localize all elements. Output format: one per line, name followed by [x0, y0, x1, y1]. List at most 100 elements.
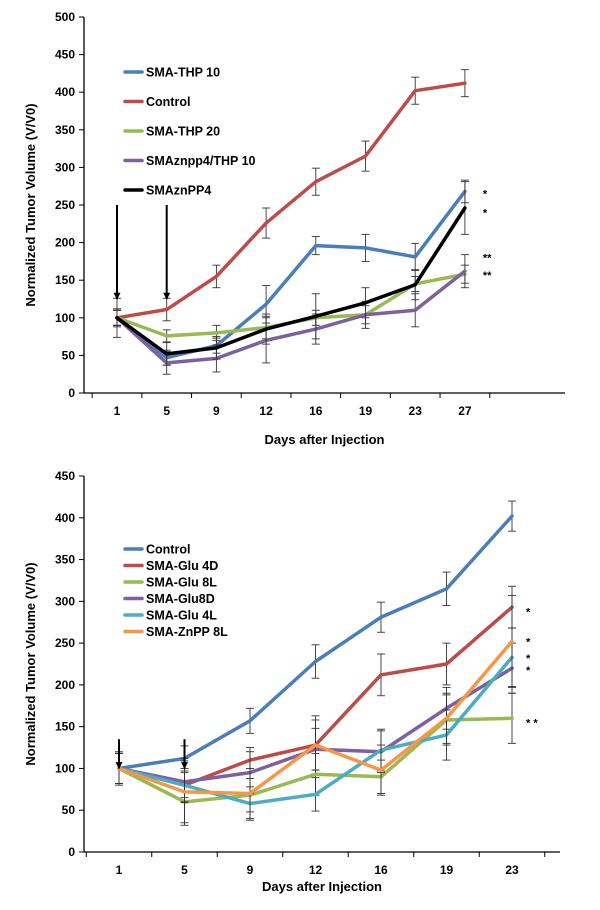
x-tick-label: 1	[116, 863, 123, 877]
y-tick-label: 200	[55, 236, 75, 250]
legend-label: SMAznpp4/THP 10	[146, 154, 256, 168]
y-tick-label: 200	[55, 678, 75, 692]
data-point	[314, 314, 318, 318]
x-tick-label: 23	[505, 863, 519, 877]
data-point	[379, 615, 383, 619]
data-point	[379, 768, 383, 772]
data-point	[413, 255, 417, 259]
series-line	[115, 269, 467, 365]
data-point	[510, 514, 514, 518]
data-point	[264, 327, 268, 331]
x-tick-label: 12	[259, 404, 273, 418]
tumor-volume-chart-glu: 0 50 100 150 200 250 300 350 400 450 1 5 9 12 16 19 23 Da…	[23, 469, 560, 894]
data-point	[313, 743, 318, 747]
data-point	[165, 334, 169, 338]
y-tick-label: 250	[55, 636, 75, 650]
data-point	[510, 639, 514, 644]
x-axis-label: Days after Injection	[265, 432, 385, 447]
y-tick-label: 50	[62, 803, 76, 817]
x-tick-label: 23	[409, 404, 423, 418]
data-point	[313, 772, 318, 776]
data-point	[463, 81, 467, 85]
x-axis-label: Days after Injection	[262, 879, 382, 894]
data-point	[444, 587, 449, 591]
legend-label: SMA-THP 20	[146, 125, 220, 139]
y-tick-label: 350	[55, 553, 75, 567]
data-point	[264, 302, 268, 306]
data-point	[463, 206, 467, 210]
data-point	[313, 792, 318, 796]
y-axis-label: Normalized Tumor Volume (V/V0)	[23, 562, 38, 765]
legend-label: Control	[146, 543, 190, 557]
legend-label: SMA-Glu8D	[146, 592, 215, 606]
legend-label: SMA-Glu 4L	[146, 609, 217, 623]
x-tick-label: 19	[359, 404, 373, 418]
series-sma-znpp-8l	[115, 595, 516, 826]
data-point	[413, 89, 417, 93]
data-point	[248, 719, 252, 723]
data-point	[214, 274, 218, 279]
data-point	[182, 790, 187, 794]
legend-label: SMA-THP 10	[146, 66, 220, 80]
y-tick-label: 450	[55, 469, 75, 483]
significance-marker: *	[483, 189, 488, 201]
x-tick-label: 9	[247, 863, 254, 877]
x-tick-label: 5	[181, 863, 188, 877]
data-point	[313, 659, 318, 664]
series-line	[115, 206, 467, 356]
y-tick-label: 150	[55, 273, 75, 287]
y-tick-label: 300	[55, 160, 75, 174]
data-point	[363, 246, 368, 250]
y-tick-label: 500	[55, 10, 75, 24]
data-point	[115, 316, 119, 320]
y-tick-label: 150	[55, 720, 75, 734]
y-tick-label: 350	[55, 123, 75, 137]
data-point	[214, 346, 218, 350]
y-axis-label: Normalized Tumor Volume (V/V0)	[23, 103, 38, 306]
legend-label: Control	[146, 95, 190, 109]
legend-label: SMA-Glu 8L	[146, 576, 217, 590]
x-tick-label: 1	[114, 404, 121, 418]
data-point	[413, 283, 417, 287]
y-tick-label: 450	[55, 48, 75, 62]
x-tick-label: 9	[213, 404, 220, 418]
data-point	[363, 154, 368, 158]
x-tick-label: 16	[309, 404, 323, 418]
y-tick-label: 400	[55, 85, 75, 99]
data-point	[165, 352, 169, 356]
x-tick-label: 19	[440, 863, 454, 877]
significance-marker: *	[526, 606, 531, 618]
data-point	[264, 221, 268, 225]
data-point	[363, 301, 368, 305]
y-tick-label: 0	[68, 386, 75, 400]
legend: SMA-THP 10 Control SMA-THP 20 SMAznpp4/THP …	[123, 66, 256, 198]
significance-marker: *	[526, 665, 531, 677]
x-tick-label: 16	[374, 863, 388, 877]
y-tick-label: 0	[68, 845, 75, 859]
data-point	[214, 331, 218, 335]
legend-label: SMA-Glu 4D	[146, 559, 218, 573]
y-tick-label: 100	[55, 761, 75, 775]
y-tick-label: 50	[62, 348, 76, 362]
tumor-volume-chart-thp: 0 50 100 150 200 250 300 350 400 450 500 1 5 9 12 16 19 2…	[23, 10, 565, 447]
data-point	[510, 716, 514, 720]
data-point	[413, 308, 417, 312]
y-tick-label: 250	[55, 198, 75, 212]
y-tick-label: 100	[55, 311, 75, 325]
data-point	[444, 716, 449, 720]
data-point	[314, 180, 318, 184]
legend-label: SMA-ZnPP 8L	[146, 625, 228, 639]
series-control	[113, 69, 469, 326]
data-point	[463, 269, 467, 273]
series-smaznpp4	[113, 181, 469, 366]
series-line	[115, 189, 467, 360]
x-tick-label: 12	[309, 863, 323, 877]
significance-marker: *	[526, 653, 531, 665]
significance-marker: **	[483, 253, 492, 265]
x-tick-label: 27	[458, 404, 472, 418]
data-point	[165, 307, 169, 312]
significance-marker: *	[483, 208, 488, 220]
data-point	[248, 791, 252, 796]
y-tick-label: 400	[55, 511, 75, 525]
x-tick-label: 5	[163, 404, 170, 418]
